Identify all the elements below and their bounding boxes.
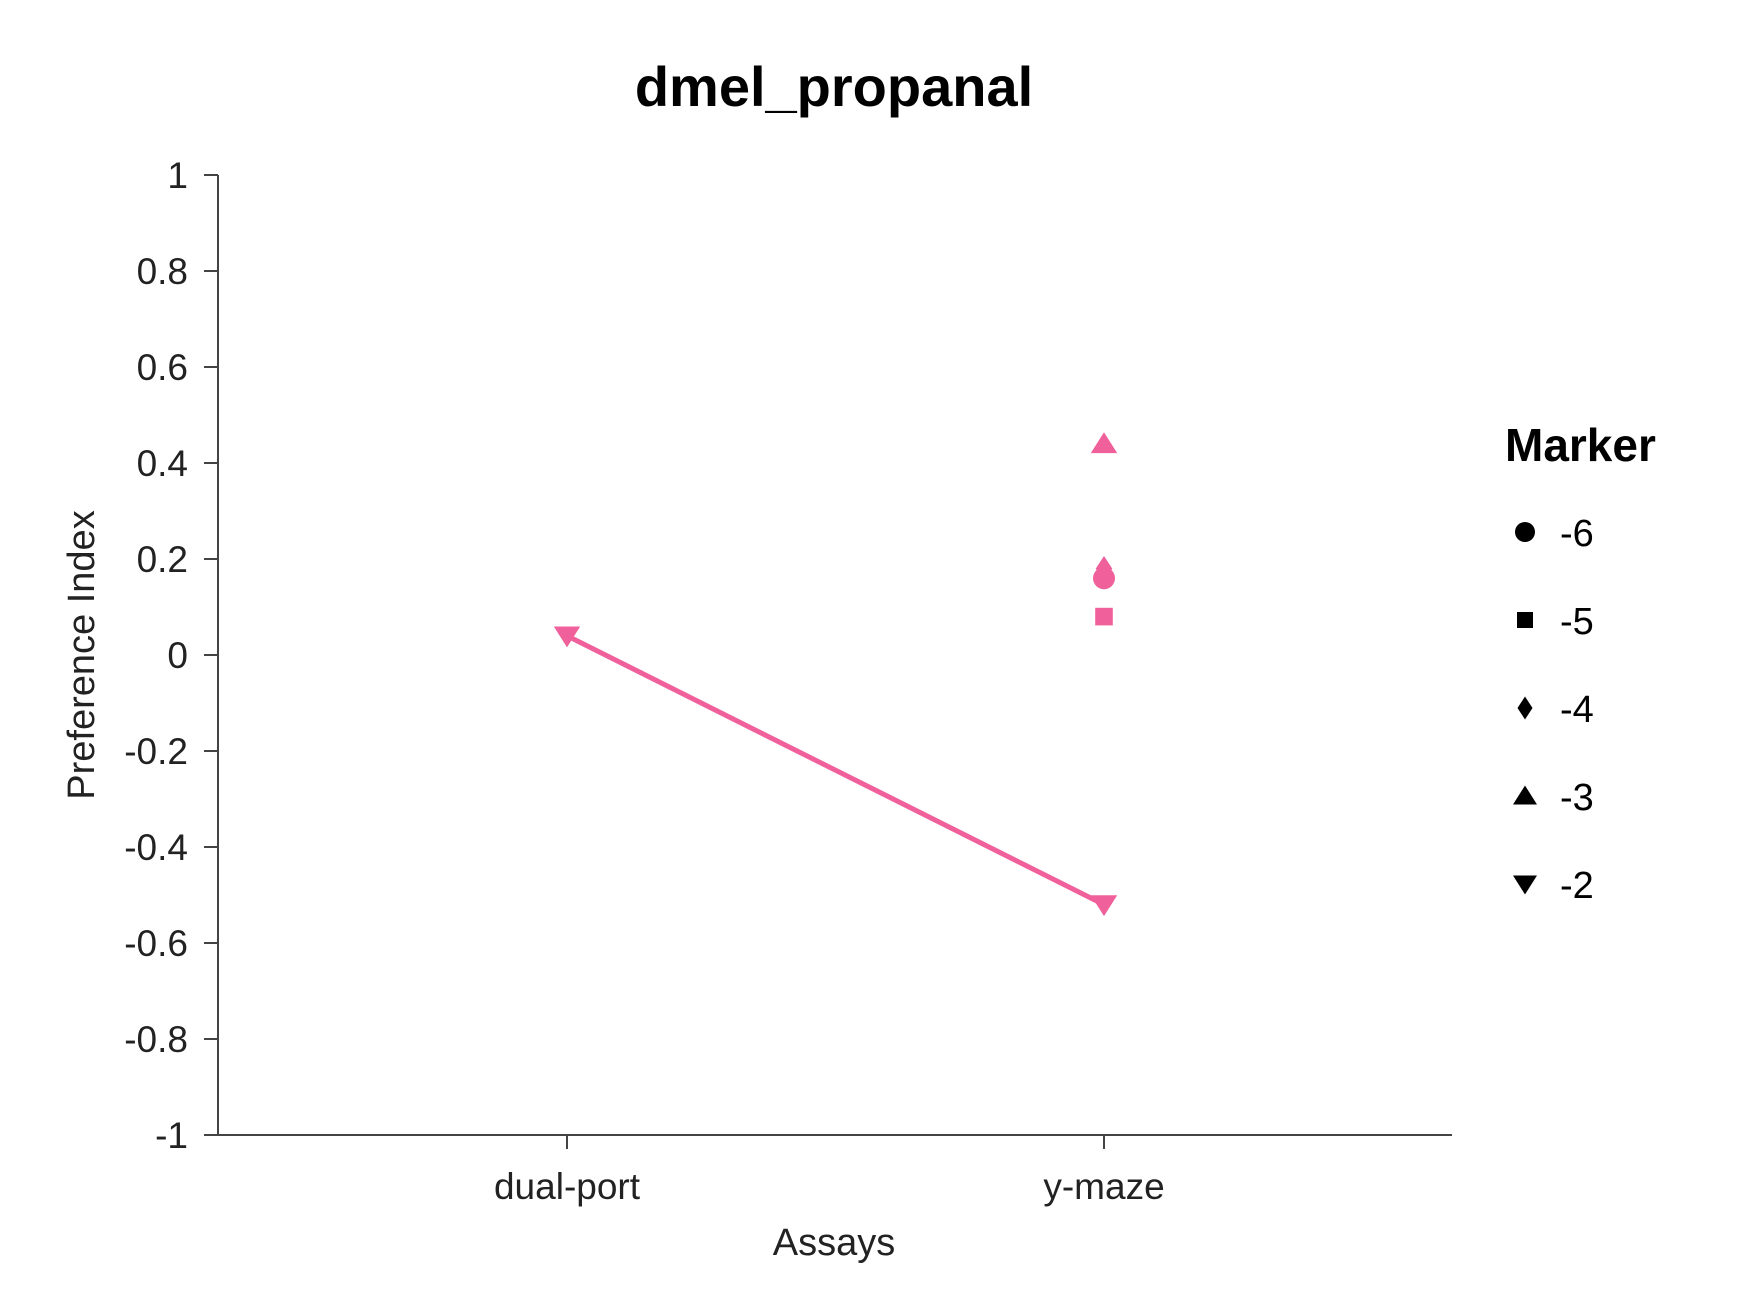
data-point xyxy=(1090,895,1118,917)
y-tick-label: 0.8 xyxy=(137,251,188,292)
y-tick-label: 0.4 xyxy=(137,443,188,484)
legend-marker xyxy=(1513,785,1537,805)
chart-title: dmel_propanal xyxy=(635,55,1033,118)
x-axis-label: Assays xyxy=(773,1222,895,1264)
legend-marker xyxy=(1515,522,1535,542)
legend-item-label: -4 xyxy=(1560,689,1594,731)
legend-item-label: -6 xyxy=(1560,513,1594,555)
y-tick-label: 0.6 xyxy=(137,347,188,388)
x-tick-label: y-maze xyxy=(1043,1166,1164,1207)
legend-title: Marker xyxy=(1505,419,1656,471)
legend-item-label: -3 xyxy=(1560,777,1594,819)
y-tick-label: -0.2 xyxy=(124,731,188,772)
data-point xyxy=(1090,432,1118,454)
data-marks xyxy=(553,432,1118,917)
legend-marker xyxy=(1513,875,1537,895)
series-line xyxy=(565,633,1106,907)
y-tick-label: -1 xyxy=(155,1115,188,1156)
legend-marker xyxy=(1517,612,1533,628)
data-point xyxy=(1093,567,1115,590)
legend-marker xyxy=(1517,696,1533,720)
y-tick-label: -0.4 xyxy=(124,827,188,868)
legend: Marker -6 -5 -4 -3 -2 xyxy=(1505,419,1656,907)
y-tick-label: 0.2 xyxy=(137,539,188,580)
y-tick-label: -0.8 xyxy=(124,1019,188,1060)
x-tick-label: dual-port xyxy=(494,1166,641,1207)
legend-item-label: -5 xyxy=(1560,601,1594,643)
axes: 1 0.8 0.6 0.4 0.2 0 -0.2 -0.4 -0.6 -0.8 -1 dual-por… xyxy=(124,155,1452,1207)
legend-item-label: -2 xyxy=(1560,865,1594,907)
data-point xyxy=(553,626,581,648)
y-tick-label: 0 xyxy=(167,635,188,676)
y-tick-label: -0.6 xyxy=(124,923,188,964)
y-axis-label: Preference Index xyxy=(61,510,103,799)
y-tick-label: 1 xyxy=(167,155,188,196)
data-point xyxy=(1095,607,1113,626)
